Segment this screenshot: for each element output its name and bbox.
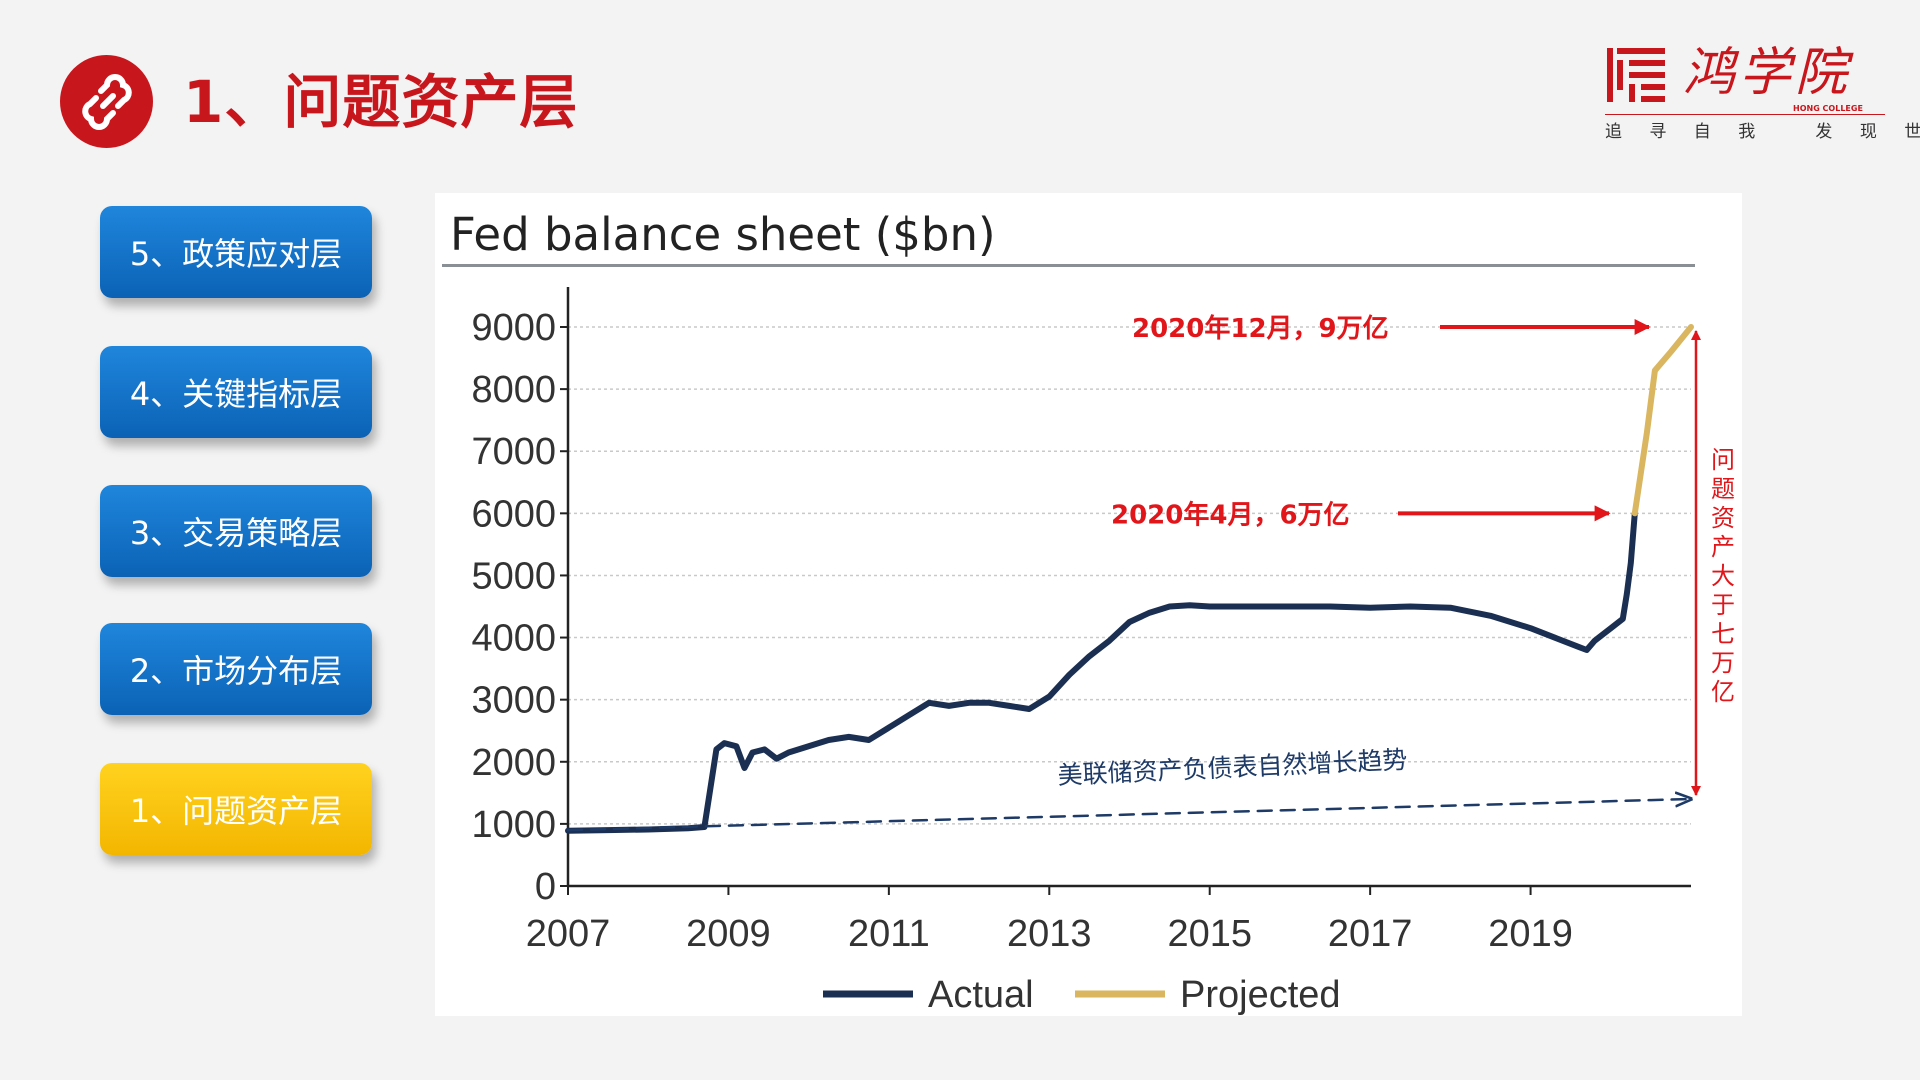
annotation-gap-label-char: 资 xyxy=(1711,504,1735,532)
menu-item-strategy[interactable]: 3、交易策略层 xyxy=(100,485,372,577)
x-tick-label: 2017 xyxy=(1328,913,1413,955)
logo-slogan: 追 寻 自 我 发 现 世 界 xyxy=(1605,122,1920,142)
x-tick-label: 2013 xyxy=(1007,913,1092,955)
y-tick-label: 3000 xyxy=(471,680,556,722)
x-tick-label: 2015 xyxy=(1167,913,1252,955)
series-line-projected xyxy=(1631,324,1694,517)
logo-english: HONG COLLEGE xyxy=(1793,104,1863,113)
y-tick-label: 4000 xyxy=(471,618,556,660)
chart-title: Fed balance sheet ($bn) xyxy=(450,208,996,261)
x-tick-label: 2019 xyxy=(1488,913,1573,955)
x-tick-label: 2007 xyxy=(526,913,611,955)
annotation-gap-label-char: 七 xyxy=(1711,620,1735,648)
brand-logo: 鸿学院 HONG COLLEGE 追 寻 自 我 发 现 世 界 xyxy=(1605,40,1920,150)
menu-item-indicators[interactable]: 4、关键指标层 xyxy=(100,346,372,438)
x-tick-label: 2011 xyxy=(848,913,930,955)
menu-item-policy[interactable]: 5、政策应对层 xyxy=(100,206,372,298)
menu-item-problem-assets[interactable]: 1、问题资产层 xyxy=(100,763,372,855)
annotation-gap-label-char: 产 xyxy=(1711,533,1735,561)
y-tick-label: 8000 xyxy=(471,369,556,411)
y-tick-label: 0 xyxy=(535,866,556,908)
page-title: 1、问题资产层 xyxy=(183,68,579,136)
y-tick-label: 1000 xyxy=(471,804,556,846)
legend-label-actual: Actual xyxy=(928,974,1034,1016)
logo-divider xyxy=(1605,114,1885,115)
annotation-gap-label-char: 问 xyxy=(1711,446,1735,474)
annotation-gap-label-char: 大 xyxy=(1711,562,1735,590)
title-divider xyxy=(442,264,1695,267)
annotation-gap-label-char: 于 xyxy=(1711,591,1735,619)
y-tick-label: 9000 xyxy=(471,307,556,349)
y-tick-label: 7000 xyxy=(471,431,556,473)
chart-panel: Fed balance sheet ($bn) 0 1000 2000 3000 400… xyxy=(435,193,1742,1016)
logo-seal-icon xyxy=(1607,48,1665,102)
y-tick-label: 2000 xyxy=(471,742,556,784)
x-tick-label: 2009 xyxy=(686,913,771,955)
series-line-actual xyxy=(565,510,1638,834)
y-tick-label: 6000 xyxy=(471,493,556,535)
annotation-gap-label-char: 题 xyxy=(1711,475,1735,503)
logo-wordmark: 鸿学院 xyxy=(1683,43,1852,103)
annotation-apr-2020: 2020年4月，6万亿 xyxy=(1111,499,1350,530)
header-icon-badge xyxy=(60,55,153,148)
fed-balance-sheet-chart: 0 1000 2000 3000 4000 5000 6000 7000 8000 9000 200… xyxy=(471,287,1735,1016)
y-tick-label: 5000 xyxy=(471,555,556,597)
annotation-gap-label-char: 亿 xyxy=(1711,678,1735,706)
link-icon xyxy=(81,73,132,130)
annotation-dec-2020: 2020年12月，9万亿 xyxy=(1132,313,1389,344)
annotation-trend-label: 美联储资产负债表自然增长趋势 xyxy=(1057,745,1408,790)
annotation-gap-label-char: 万 xyxy=(1711,649,1735,677)
legend-label-projected: Projected xyxy=(1180,974,1341,1016)
series-line-trend xyxy=(566,799,1691,832)
menu-item-market[interactable]: 2、市场分布层 xyxy=(100,623,372,715)
